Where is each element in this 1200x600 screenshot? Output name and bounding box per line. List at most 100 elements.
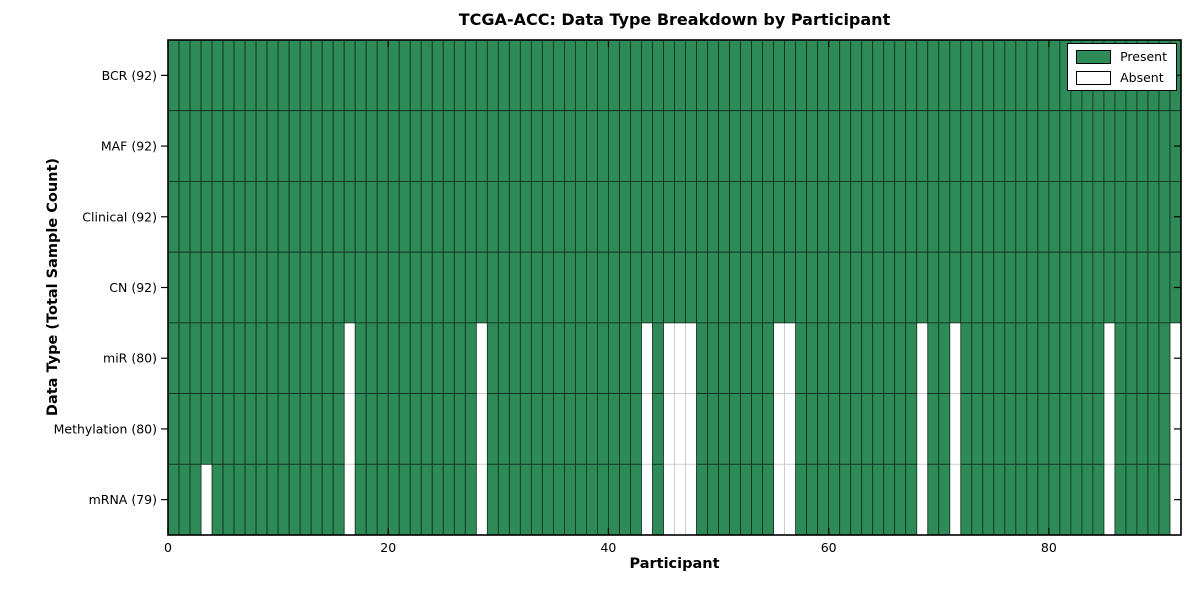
heatmap-cell: [1004, 181, 1017, 253]
heatmap-cell: [828, 181, 841, 253]
heatmap-cell: [1125, 181, 1138, 253]
heatmap-cell: [1125, 463, 1138, 536]
heatmap-cell: [552, 463, 565, 536]
heatmap-cell: [552, 393, 565, 465]
heatmap-cell: [343, 181, 356, 253]
heatmap-cell: [718, 393, 730, 465]
heatmap-cell: [288, 39, 301, 112]
heatmap-cell: [1004, 322, 1017, 394]
x-tick-label: 40: [600, 540, 616, 555]
heatmap-cell: [255, 463, 268, 536]
heatmap-cell: [519, 251, 532, 324]
heatmap-cell: [1147, 181, 1160, 253]
x-tick-label: 0: [164, 540, 172, 555]
heatmap-cell: [1015, 393, 1028, 465]
heatmap-cell: [222, 393, 235, 465]
heatmap-cell: [828, 39, 841, 112]
heatmap-cell: [266, 251, 279, 324]
heatmap-cell: [1114, 181, 1127, 253]
heatmap-cell: [751, 463, 763, 536]
heatmap-cell: [508, 393, 521, 465]
heatmap-cell: [200, 463, 213, 536]
heatmap-cell: [674, 251, 686, 324]
heatmap-cell: [508, 463, 521, 536]
heatmap-cell: [167, 251, 180, 324]
heatmap-cell: [839, 39, 852, 112]
heatmap-cell: [1147, 393, 1160, 465]
heatmap-cell: [619, 181, 631, 253]
heatmap-cell: [927, 251, 940, 324]
heatmap-cell: [321, 393, 334, 465]
heatmap-cell: [431, 181, 444, 253]
heatmap-cell: [354, 393, 367, 465]
heatmap-cell: [1059, 393, 1072, 465]
heatmap-cell: [541, 39, 554, 112]
heatmap-cell: [1158, 463, 1171, 536]
heatmap-cell: [575, 393, 587, 465]
heatmap-cell: [233, 251, 246, 324]
heatmap-cell: [343, 393, 356, 465]
heatmap-cell: [861, 322, 874, 394]
heatmap-cell: [685, 393, 697, 465]
heatmap-cell: [685, 39, 697, 112]
heatmap-cell: [916, 39, 929, 112]
heatmap-cell: [740, 39, 752, 112]
heatmap-cell: [354, 322, 367, 394]
heatmap-cell: [442, 39, 455, 112]
heatmap-cell: [597, 393, 609, 465]
heatmap-cell: [343, 39, 356, 112]
heatmap-cell: [299, 393, 312, 465]
heatmap-cell: [905, 393, 918, 465]
heatmap-cell: [949, 463, 962, 536]
heatmap-cell: [277, 39, 290, 112]
heatmap-cell: [905, 251, 918, 324]
heatmap-cell: [541, 393, 554, 465]
heatmap-cell: [1147, 251, 1160, 324]
heatmap-cell: [530, 110, 543, 182]
heatmap-cell: [178, 110, 191, 182]
heatmap-cell: [993, 251, 1006, 324]
heatmap-cell: [475, 393, 488, 465]
heatmap-cell: [420, 110, 433, 182]
heatmap-cell: [850, 463, 863, 536]
heatmap-cell: [795, 463, 808, 536]
heatmap-cell: [552, 110, 565, 182]
heatmap-cell: [773, 181, 786, 253]
heatmap-cell: [597, 110, 609, 182]
heatmap-cell: [641, 393, 653, 465]
heatmap-cell: [563, 322, 576, 394]
heatmap-cell: [222, 181, 235, 253]
heatmap-cell: [365, 181, 378, 253]
heatmap-cell: [1026, 110, 1039, 182]
heatmap-cell: [244, 322, 257, 394]
heatmap-cell: [740, 322, 752, 394]
heatmap-cell: [707, 393, 719, 465]
heatmap-cell: [586, 181, 598, 253]
heatmap-cell: [696, 393, 708, 465]
heatmap-cell: [321, 251, 334, 324]
heatmap-cell: [971, 110, 984, 182]
heatmap-cell: [255, 322, 268, 394]
heatmap-cell: [806, 463, 819, 536]
heatmap-cell: [200, 393, 213, 465]
heatmap-cell: [729, 463, 741, 536]
heatmap-cell: [1015, 251, 1028, 324]
y-axis-label: Data Type (Total Sample Count): [45, 157, 61, 417]
heatmap-cell: [442, 322, 455, 394]
heatmap-cell: [652, 39, 664, 112]
heatmap-cell: [619, 110, 631, 182]
heatmap-cell: [652, 110, 664, 182]
heatmap-cell: [630, 322, 642, 394]
heatmap-cell: [277, 463, 290, 536]
heatmap-cell: [1147, 463, 1160, 536]
heatmap-cell: [211, 322, 224, 394]
heatmap-cell: [332, 110, 345, 182]
heatmap-cell: [475, 181, 488, 253]
heatmap-cell: [828, 393, 841, 465]
heatmap-cell: [365, 251, 378, 324]
heatmap-cell: [563, 463, 576, 536]
heatmap-cell: [663, 110, 675, 182]
heatmap-cell: [1070, 110, 1083, 182]
heatmap-cell: [343, 322, 356, 394]
